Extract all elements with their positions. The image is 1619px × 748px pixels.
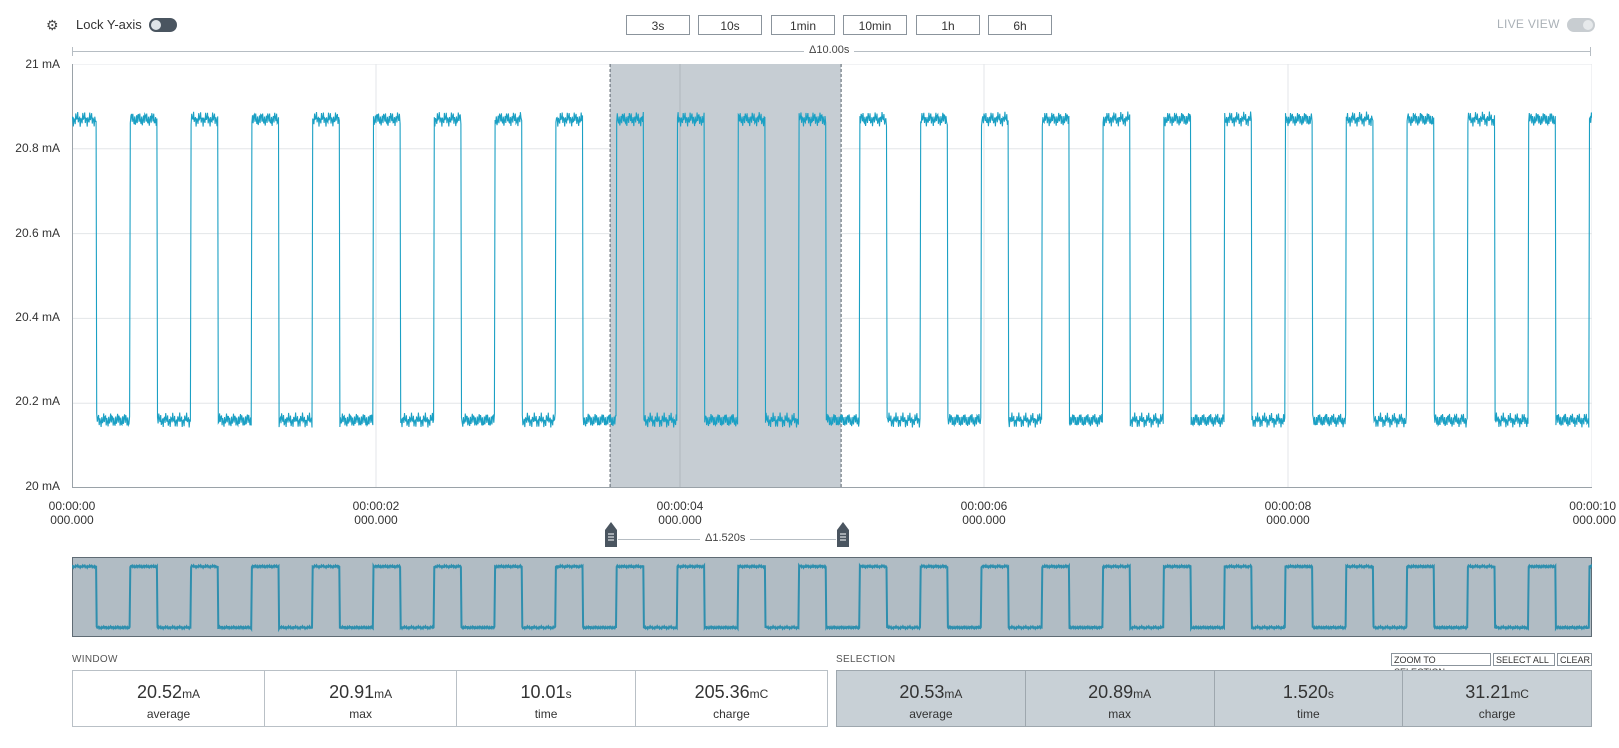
selection-stat-average: 20.53mA average [837, 671, 1026, 726]
stat-label: time [534, 707, 558, 721]
x-tick-label: 00:00:06 000.000 [944, 499, 1024, 527]
stat-unit: mC [1510, 687, 1529, 701]
live-view-toggle[interactable] [1567, 18, 1595, 32]
stat-label: time [1297, 707, 1320, 721]
selection-delta-label: Δ1.520s [700, 532, 751, 544]
window-stat-average: 20.52mA average [73, 671, 266, 726]
stat-label: average [909, 707, 953, 721]
selection-stat-time: 1.520s time [1215, 671, 1404, 726]
selection-stats-title: SELECTION [836, 654, 896, 665]
stat-label: charge [1478, 707, 1516, 721]
stat-value: 205.36 [694, 682, 750, 702]
gear-icon[interactable]: ⚙ [46, 17, 59, 33]
window-stat-time: 10.01s time [457, 671, 636, 726]
selection-region[interactable] [610, 64, 842, 488]
window-delta-label: Δ10.00s [804, 44, 855, 56]
x-tick-ms: 000.000 [658, 513, 702, 527]
x-tick-label: 00:00:10 000.000 [1536, 499, 1616, 527]
stat-unit: mA [1133, 687, 1152, 701]
live-view-label: LIVE VIEW [1497, 17, 1560, 31]
x-tick-time: 00:00:02 [352, 499, 400, 513]
stat-unit: s [565, 687, 572, 701]
range-button-3s[interactable]: 3s [626, 15, 690, 35]
stat-unit: s [1327, 687, 1334, 701]
lock-y-axis-toggle[interactable] [149, 18, 177, 32]
x-tick-time: 00:00:10 [1569, 499, 1616, 513]
selection-handle-right[interactable] [836, 522, 850, 548]
stat-unit: mA [374, 687, 393, 701]
selection-stat-max: 20.89mA max [1026, 671, 1215, 726]
stat-value: 10.01 [520, 682, 566, 702]
x-tick-time: 00:00:08 [1264, 499, 1312, 513]
x-tick-ms: 000.000 [1266, 513, 1310, 527]
zoom-to-selection-button[interactable]: ZOOM TO SELECTION [1391, 653, 1491, 677]
x-tick-label: 00:00:08 000.000 [1248, 499, 1328, 527]
lock-y-axis-label: Lock Y-axis [76, 17, 142, 32]
x-tick-time: 00:00:04 [656, 499, 704, 513]
minimap-viewport[interactable] [72, 557, 1592, 637]
window-stat-max: 20.91mA max [265, 671, 458, 726]
y-tick-label: 20.2 mA [15, 394, 60, 408]
toggle-knob [151, 20, 161, 30]
window-stat-charge: 205.36mC charge [636, 671, 827, 726]
range-button-10min[interactable]: 10min [843, 15, 907, 35]
stat-label: charge [713, 707, 750, 721]
stat-label: max [349, 707, 372, 721]
stat-value: 20.53 [899, 682, 945, 702]
select-all-button[interactable]: SELECT ALL [1493, 653, 1555, 666]
stat-unit: mA [944, 687, 963, 701]
selection-stat-charge: 31.21mC charge [1403, 671, 1591, 726]
current-series-line [72, 111, 1592, 428]
range-button-10s[interactable]: 10s [698, 15, 762, 35]
range-button-1h[interactable]: 1h [916, 15, 980, 35]
stat-value: 31.21 [1465, 682, 1511, 702]
stat-value: 20.89 [1088, 682, 1134, 702]
stat-unit: mC [749, 687, 769, 701]
range-button-6h[interactable]: 6h [988, 15, 1052, 35]
x-tick-ms: 000.000 [962, 513, 1006, 527]
y-tick-label: 21 mA [25, 57, 60, 71]
stat-value: 20.91 [329, 682, 375, 702]
stat-unit: mA [182, 687, 201, 701]
minimap-series-line [72, 562, 1592, 633]
window-stats-panel: 20.52mA average 20.91mA max 10.01s time 205… [72, 670, 828, 727]
window-delta-tick-left [72, 47, 73, 56]
range-button-1min[interactable]: 1min [771, 15, 835, 35]
window-stats-title: WINDOW [72, 654, 118, 665]
window-delta-tick-right [1590, 47, 1591, 56]
overview-minimap[interactable] [72, 557, 1592, 637]
stat-label: max [1108, 707, 1131, 721]
x-tick-label: 00:00:02 000.000 [336, 499, 416, 527]
selection-handle-left[interactable] [604, 522, 618, 548]
main-chart[interactable] [72, 64, 1592, 488]
x-tick-ms: 000.000 [50, 513, 94, 527]
x-tick-label: 00:00:04 000.000 [640, 499, 720, 527]
x-tick-label: 00:00:00 000.000 [32, 499, 112, 527]
x-tick-ms: 000.000 [354, 513, 398, 527]
clear-button[interactable]: CLEAR [1557, 653, 1592, 666]
x-tick-time: 00:00:06 [960, 499, 1008, 513]
stat-value: 20.52 [137, 682, 183, 702]
y-tick-label: 20.4 mA [15, 310, 60, 324]
y-tick-label: 20.8 mA [15, 141, 60, 155]
y-tick-label: 20 mA [25, 479, 60, 493]
selection-stats-panel: 20.53mA average 20.89mA max 1.520s time 31.… [836, 670, 1592, 727]
stat-label: average [146, 707, 191, 721]
y-tick-label: 20.6 mA [15, 226, 60, 240]
x-tick-time: 00:00:00 [48, 499, 96, 513]
x-tick-ms: 000.000 [1572, 513, 1616, 527]
toggle-knob [1583, 20, 1593, 30]
stat-value: 1.520 [1282, 682, 1328, 702]
